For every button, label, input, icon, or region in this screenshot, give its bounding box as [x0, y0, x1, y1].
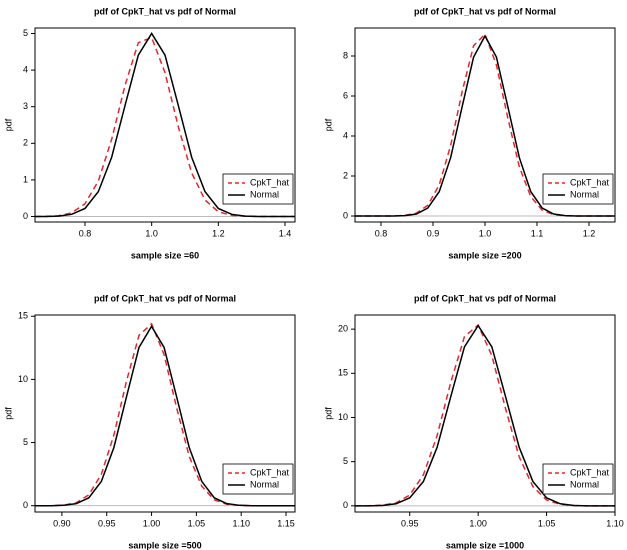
y-tick-label: 15 [338, 368, 348, 378]
x-tick-label: 1.10 [606, 518, 624, 528]
x-tick-label: 1.2 [583, 228, 596, 238]
x-tick-label: 1.4 [279, 228, 292, 238]
x-axis-label: sample size =60 [131, 250, 199, 260]
legend-label: CpkT_hat [570, 177, 610, 187]
legend-box [542, 173, 614, 205]
legend-box [222, 463, 294, 495]
y-tick-label: 4 [23, 64, 28, 74]
y-tick-label: 3 [23, 101, 28, 111]
x-axis-label: sample size =200 [448, 250, 521, 260]
panel: pdf of CpkT_hat vs pdf of Normal sample s… [323, 293, 623, 550]
chart-title: pdf of CpkT_hat vs pdf of Normal [94, 6, 236, 16]
legend-label: Normal [250, 479, 279, 489]
y-tick-label: 1 [23, 174, 28, 184]
y-axis-label: pdf [323, 407, 333, 420]
y-tick-label: 0 [23, 500, 28, 510]
x-tick-label: 1.05 [188, 518, 206, 528]
y-tick-label: 6 [343, 90, 348, 100]
y-tick-label: 4 [343, 130, 348, 140]
y-tick-label: 10 [338, 412, 348, 422]
panel: pdf of CpkT_hat vs pdf of Normal sample s… [323, 6, 616, 260]
x-tick-label: 0.8 [375, 228, 388, 238]
x-tick-label: 1.05 [538, 518, 556, 528]
x-tick-label: 0.95 [98, 518, 116, 528]
x-tick-label: 1.00 [469, 518, 487, 528]
series-line [35, 32, 295, 218]
y-tick-label: 5 [23, 28, 28, 38]
y-axis-label: pdf [323, 118, 333, 131]
x-tick-label: 0.8 [79, 228, 92, 238]
y-tick-label: 20 [338, 324, 348, 334]
y-tick-label: 0 [343, 500, 348, 510]
y-axis-label: pdf [3, 118, 13, 131]
y-tick-label: 2 [23, 138, 28, 148]
legend-label: CpkT_hat [250, 177, 290, 187]
chart-title: pdf of CpkT_hat vs pdf of Normal [414, 293, 556, 303]
x-axis-label: sample size =1000 [446, 540, 524, 550]
y-tick-label: 5 [23, 437, 28, 447]
y-tick-label: 10 [18, 374, 28, 384]
plot-frame [354, 27, 616, 223]
legend-label: CpkT_hat [570, 467, 610, 477]
plot-frame [354, 314, 616, 513]
legend-box [542, 463, 614, 495]
x-tick-label: 1.1 [531, 228, 544, 238]
chart-title: pdf of CpkT_hat vs pdf of Normal [94, 293, 236, 303]
chart-title: pdf of CpkT_hat vs pdf of Normal [414, 6, 556, 16]
plot-frame [34, 314, 296, 513]
legend-label: CpkT_hat [250, 467, 290, 477]
plot-frame [34, 27, 296, 223]
x-axis-label: sample size =500 [128, 540, 201, 550]
x-tick-label: 0.90 [53, 518, 71, 528]
x-tick-label: 1.0 [479, 228, 492, 238]
y-axis-label: pdf [3, 407, 13, 420]
x-tick-label: 1.2 [212, 228, 225, 238]
series-line [355, 324, 615, 507]
legend-label: Normal [250, 189, 279, 199]
x-tick-label: 1.0 [145, 228, 158, 238]
x-tick-label: 1.15 [277, 518, 295, 528]
x-tick-label: 1.10 [232, 518, 250, 528]
y-tick-label: 5 [343, 456, 348, 466]
y-tick-label: 0 [343, 210, 348, 220]
series-line [35, 324, 295, 507]
panel: pdf of CpkT_hat vs pdf of Normal sample s… [3, 293, 296, 550]
y-tick-label: 2 [343, 170, 348, 180]
y-tick-label: 0 [23, 211, 28, 221]
series-line [355, 34, 615, 217]
x-tick-label: 1.00 [143, 518, 161, 528]
legend-label: Normal [570, 189, 599, 199]
y-tick-label: 15 [18, 311, 28, 321]
panel: pdf of CpkT_hat vs pdf of Normal sample s… [3, 6, 296, 260]
x-tick-label: 0.95 [401, 518, 419, 528]
x-tick-label: 0.9 [427, 228, 440, 238]
legend-box [222, 173, 294, 205]
y-tick-label: 8 [343, 50, 348, 60]
legend-label: Normal [570, 479, 599, 489]
